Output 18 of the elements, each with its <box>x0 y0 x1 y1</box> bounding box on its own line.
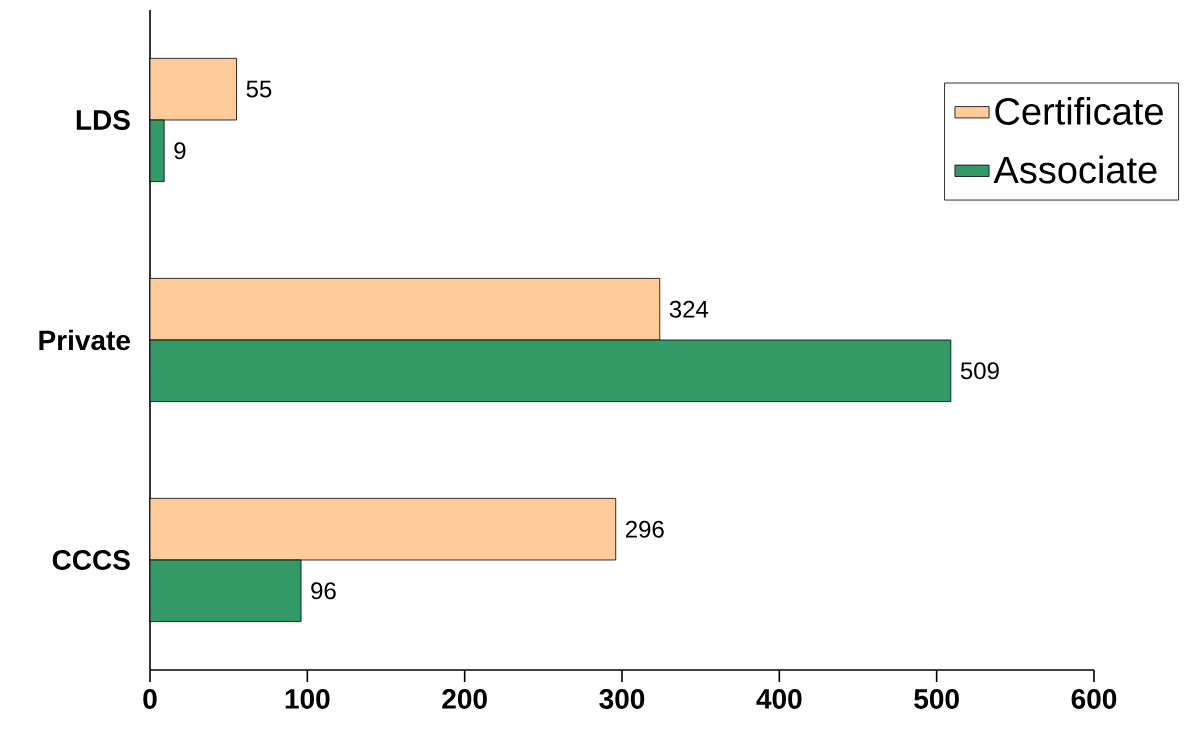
x-tick-label: 300 <box>599 689 645 709</box>
x-tick-label: 600 <box>1071 689 1117 709</box>
x-tick-label: 100 <box>285 689 330 709</box>
data-label: 55 <box>246 80 272 98</box>
x-tick-label: 500 <box>914 689 959 709</box>
y-tick-label: Private <box>39 329 130 351</box>
data-label: 96 <box>311 582 336 600</box>
x-tick-label: 200 <box>442 689 487 709</box>
legend-label: Certificate <box>995 96 1163 125</box>
data-label: 9 <box>174 142 186 160</box>
legend-label: Associate <box>993 155 1157 184</box>
x-tick-label: 400 <box>756 689 802 709</box>
data-label: 324 <box>669 300 709 318</box>
y-tick-label: CCCS <box>52 550 130 570</box>
x-tick-label: 0 <box>143 689 157 709</box>
y-tick-label: LDS <box>76 110 130 130</box>
data-label: 296 <box>625 520 664 538</box>
data-label: 509 <box>960 362 999 380</box>
